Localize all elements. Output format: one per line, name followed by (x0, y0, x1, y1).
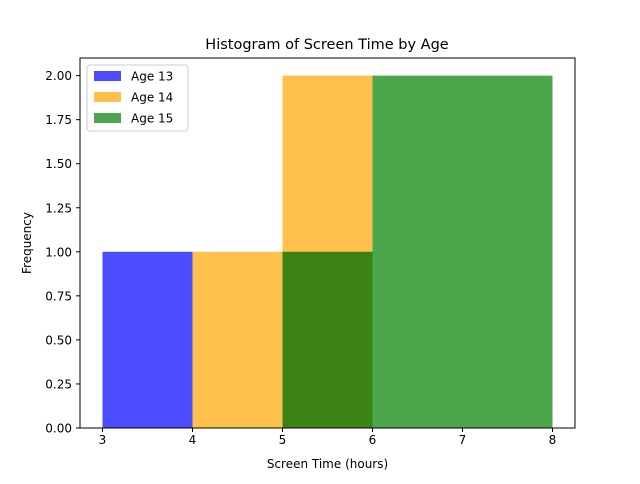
y-tick-label: 0.50 (45, 333, 72, 347)
y-tick-label: 0.75 (45, 289, 72, 303)
bar-age-13-bin-0 (102, 251, 193, 428)
legend-label-age-13: Age 13 (131, 70, 173, 84)
x-axis-label: Screen Time (hours) (267, 457, 388, 471)
legend: Age 13 Age 14 Age 15 (86, 64, 189, 132)
y-tick-label: 1.50 (45, 157, 72, 171)
y-tick-label: 0.00 (45, 422, 72, 436)
legend-swatch-age-13 (94, 71, 121, 81)
x-tick-label: 4 (189, 433, 197, 447)
y-axis-ticks: 0.00 0.25 0.50 0.75 1.00 1.25 1.50 1.75 2.00 (45, 69, 80, 436)
bars-group (102, 75, 553, 428)
x-tick-label: 6 (369, 433, 377, 447)
legend-swatch-age-15 (94, 113, 121, 123)
bar-age-15-bin-2 (282, 251, 373, 428)
bar-age-14-bin-1 (192, 251, 283, 428)
x-tick-label: 8 (549, 433, 557, 447)
x-tick-label: 3 (99, 433, 107, 447)
legend-label-age-14: Age 14 (131, 91, 173, 105)
y-tick-label: 1.25 (45, 201, 72, 215)
x-tick-label: 5 (279, 433, 287, 447)
y-tick-label: 1.75 (45, 113, 72, 127)
bar-age-15-bin-3 (372, 75, 463, 428)
y-tick-label: 1.00 (45, 245, 72, 259)
chart-title: Histogram of Screen Time by Age (205, 37, 448, 53)
y-axis-label: Frequency (20, 212, 34, 274)
plot-frame (79, 57, 576, 429)
legend-label-age-15: Age 15 (131, 112, 173, 126)
legend-swatch-age-14 (94, 92, 121, 102)
y-tick-label: 2.00 (45, 69, 72, 83)
bar-age-15-bin-4 (462, 75, 553, 428)
x-axis-ticks: 3 4 5 6 7 8 (99, 428, 557, 447)
x-tick-label: 7 (459, 433, 467, 447)
y-tick-label: 0.25 (45, 377, 72, 391)
